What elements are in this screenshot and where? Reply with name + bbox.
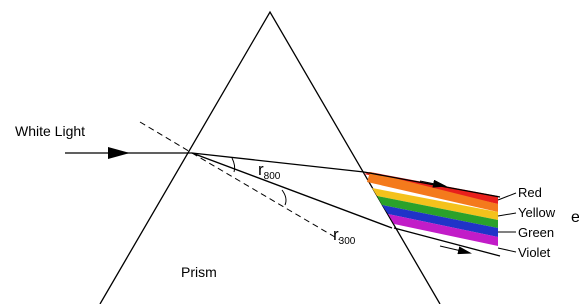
- dashed-line: [140, 122, 192, 153]
- diagram: White Light Prism r800 r300 Red Yellow G…: [0, 0, 579, 304]
- angle-label: r800: [258, 160, 281, 182]
- leader-lines: [498, 193, 516, 252]
- angle-arc: [232, 158, 235, 172]
- angle-subscript: 300: [339, 236, 356, 247]
- color-label: Violet: [518, 245, 551, 260]
- incoming-label: White Light: [15, 123, 85, 139]
- color-label: Green: [518, 225, 554, 240]
- color-label: Red: [518, 185, 542, 200]
- arrow: [108, 147, 130, 159]
- prism: [100, 12, 440, 304]
- angle-label: r300: [333, 225, 356, 247]
- edge-fragment: e: [571, 209, 579, 226]
- dashed-line: [192, 153, 340, 240]
- angle-subscript: 800: [264, 171, 281, 182]
- color-label: Yellow: [518, 205, 556, 220]
- prism-label: Prism: [181, 264, 217, 280]
- angle-arc: [282, 190, 286, 205]
